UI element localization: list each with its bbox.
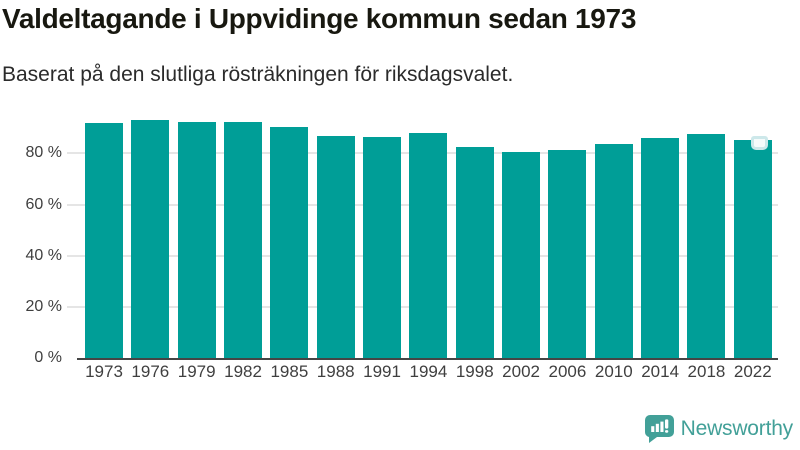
brand-name: Newsworthy [680, 417, 794, 440]
x-tick-label-1991: 1991 [363, 362, 401, 381]
x-axis-labels: 1973 1976 1979 1982 1985 1988 1991 1994 1998 2002… [78, 362, 778, 382]
y-tick-label-60: 60 % [25, 195, 62, 213]
y-tick-label-0: 0 % [34, 349, 62, 366]
x-tick-label-2014: 2014 [641, 362, 680, 381]
x-tick-label-2022: 2022 [733, 362, 772, 381]
x-tick-label-2002: 2002 [502, 362, 540, 381]
y-tick-label-80: 80 % [25, 144, 62, 162]
x-tick-label-1994: 1994 [409, 362, 448, 381]
brand-footer: Newsworthy [644, 415, 794, 443]
x-tick-label-1976: 1976 [131, 362, 170, 381]
newsworthy-logo-icon [644, 415, 674, 443]
bar-2022 [733, 135, 772, 358]
bar-series [78, 115, 778, 358]
bar-1973 [85, 122, 123, 358]
bar-2006 [548, 150, 587, 358]
x-tick-label-1982: 1982 [224, 362, 262, 381]
x-tick-label-1998: 1998 [455, 362, 494, 381]
bar-1985 [270, 127, 309, 358]
plot-area: 0 % 20 % 40 % 60 % 80 % [26, 115, 778, 366]
bar-2014 [641, 137, 680, 358]
x-tick-label-1985: 1985 [270, 362, 309, 381]
bar-1994 [409, 133, 448, 358]
bar-1988 [316, 135, 355, 358]
x-tick-label-2018: 2018 [687, 362, 726, 381]
x-tick-label-1973: 1973 [85, 362, 123, 381]
x-tick-label-2010: 2010 [594, 362, 633, 381]
latest-value-marker [750, 135, 768, 150]
x-tick-label-2006: 2006 [548, 362, 587, 381]
bar-1998 [455, 146, 494, 358]
bar-2002 [502, 152, 541, 358]
x-tick-label-1988: 1988 [316, 362, 355, 381]
chart-title: Valdeltagande i Uppvidinge kommun sedan … [2, 3, 637, 34]
bar-2010 [594, 144, 633, 358]
x-axis-line [77, 358, 778, 360]
bar-1976 [131, 120, 170, 358]
y-tick-label-40: 40 % [25, 246, 62, 264]
x-tick-label-1979: 1979 [177, 362, 216, 381]
chart-subtitle: Baserat på den slutliga rösträkningen fö… [2, 63, 514, 86]
y-tick-label-20: 20 % [25, 297, 62, 315]
bar-1982 [224, 121, 263, 358]
bar-1979 [177, 122, 216, 358]
bar-2018 [687, 134, 726, 358]
bar-1991 [363, 136, 402, 358]
